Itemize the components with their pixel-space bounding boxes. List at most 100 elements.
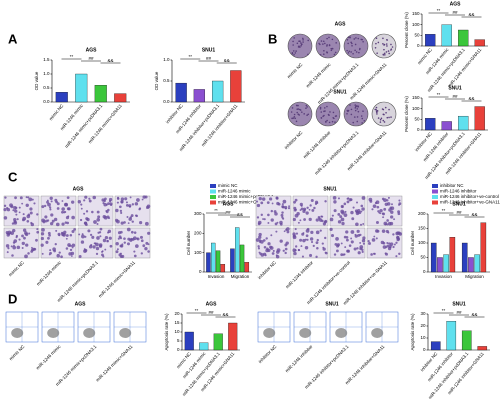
cell — [310, 230, 314, 234]
cell — [95, 242, 99, 247]
cell — [21, 241, 25, 246]
cell — [302, 209, 306, 214]
colony — [318, 42, 320, 45]
colony — [323, 114, 325, 117]
y-tick-label: 0 — [423, 269, 426, 274]
cell — [392, 233, 395, 236]
y-tick-label: 100 — [418, 240, 426, 245]
colony — [346, 49, 348, 52]
x-tick-label: mimic NC — [417, 47, 434, 66]
colony — [303, 113, 305, 115]
cell — [145, 241, 149, 245]
cell — [69, 233, 73, 237]
cell — [131, 203, 135, 206]
cell — [119, 209, 123, 213]
colony — [354, 104, 357, 106]
cell — [350, 240, 354, 244]
colony — [290, 111, 293, 113]
x-tick-label: miR-1246 mimic+GNA11 — [447, 47, 483, 89]
cell — [381, 229, 386, 233]
colony — [326, 44, 328, 46]
colony — [388, 52, 390, 55]
colony — [360, 38, 363, 41]
colony — [294, 117, 296, 120]
colony — [357, 110, 360, 113]
cell — [83, 249, 87, 253]
colony — [334, 121, 336, 123]
colony — [385, 43, 388, 45]
cell — [303, 218, 306, 221]
cell — [115, 242, 119, 246]
y-axis-label: OD value — [154, 71, 159, 90]
cell — [393, 218, 396, 221]
cell — [329, 217, 334, 222]
colony — [319, 107, 322, 110]
cell — [304, 245, 309, 250]
bar — [458, 115, 469, 131]
cell — [85, 217, 89, 221]
cell — [368, 242, 371, 245]
significance-mark: ** — [195, 308, 199, 313]
cell — [297, 248, 300, 252]
cell — [130, 230, 134, 234]
colony — [379, 121, 382, 123]
cell — [117, 237, 120, 240]
bar — [443, 254, 449, 273]
colony — [296, 108, 299, 110]
colony — [326, 51, 329, 54]
cell — [346, 200, 350, 204]
cell — [330, 234, 335, 238]
y-tick-label: 100 — [412, 106, 420, 111]
cell — [101, 250, 104, 253]
cell — [104, 235, 109, 240]
bar — [215, 250, 221, 273]
colony — [293, 116, 296, 118]
colony — [374, 47, 377, 49]
cell — [361, 196, 366, 200]
colony — [376, 111, 378, 114]
cell — [348, 198, 352, 202]
flow-population — [263, 328, 276, 338]
colony — [319, 106, 322, 109]
cell — [277, 202, 281, 206]
colony — [375, 106, 378, 109]
cell — [336, 249, 339, 253]
colony — [352, 52, 354, 55]
cell — [135, 214, 138, 218]
colony — [328, 36, 330, 39]
colony — [361, 122, 363, 124]
cell — [350, 230, 355, 234]
colony — [328, 121, 331, 124]
cell — [286, 227, 290, 231]
cell — [21, 246, 24, 249]
cell — [77, 200, 82, 204]
cell — [356, 201, 359, 204]
colony — [323, 49, 325, 52]
cell — [386, 244, 390, 248]
panel-label: B — [268, 31, 277, 46]
cell — [379, 212, 382, 215]
cell — [373, 235, 376, 238]
cell — [355, 222, 359, 227]
cell — [257, 247, 261, 250]
significance-mark: && — [468, 96, 474, 101]
image-label: miR-1246 inhibitor — [302, 130, 332, 160]
cell — [133, 250, 136, 253]
cell — [292, 232, 296, 236]
cell — [119, 237, 123, 240]
cell — [97, 231, 100, 234]
cell — [23, 236, 26, 240]
cell — [344, 246, 347, 249]
colony — [383, 48, 385, 51]
cell — [271, 252, 275, 255]
cell — [63, 211, 66, 214]
cell — [292, 235, 297, 240]
cell — [387, 196, 390, 199]
colony — [348, 50, 351, 53]
cell — [267, 221, 270, 224]
colony — [293, 53, 295, 56]
cell — [319, 229, 322, 232]
cell — [88, 199, 92, 203]
colony — [382, 37, 384, 40]
cell — [301, 232, 305, 236]
